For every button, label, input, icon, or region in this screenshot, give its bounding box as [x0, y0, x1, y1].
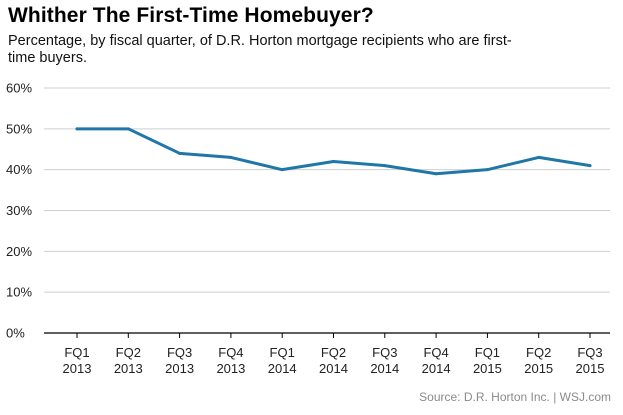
data-point — [537, 155, 541, 159]
chart-subtitle: Percentage, by fiscal quarter, of D.R. H… — [8, 33, 512, 66]
x-tick-label: FQ3 — [372, 345, 397, 360]
x-tick-label: 2013 — [216, 361, 245, 376]
data-point — [126, 127, 130, 131]
x-tick-label: 2013 — [63, 361, 92, 376]
chart-title: Whither The First-Time Homebuyer? — [8, 4, 374, 27]
x-tick-label: 2014 — [370, 361, 399, 376]
gridlines — [44, 87, 610, 334]
x-tick-label: 2015 — [576, 361, 605, 376]
x-tick-label: FQ1 — [64, 345, 89, 360]
x-tick-label: FQ2 — [321, 345, 346, 360]
y-tick-label: 20% — [6, 244, 32, 259]
data-point — [434, 172, 438, 176]
x-tick-label: FQ2 — [116, 345, 141, 360]
x-tick-label: 2013 — [165, 361, 194, 376]
x-tick-label: FQ4 — [423, 345, 448, 360]
x-tick-label: FQ4 — [218, 345, 243, 360]
data-point — [588, 164, 592, 168]
x-tick-label: FQ3 — [577, 345, 602, 360]
data-point — [485, 168, 489, 172]
x-axis-ticks: FQ12013FQ22013FQ32013FQ42013FQ12014FQ220… — [63, 333, 605, 376]
series-line — [75, 127, 592, 176]
data-point — [75, 127, 79, 131]
x-tick-label: FQ2 — [526, 345, 551, 360]
y-tick-label: 60% — [6, 81, 32, 96]
data-point — [332, 160, 335, 163]
y-tick-label: 30% — [6, 203, 32, 218]
x-tick-label: 2013 — [114, 361, 143, 376]
source-note: Source: D.R. Horton Inc. | WSJ.com — [419, 390, 611, 404]
x-tick-label: 2015 — [473, 361, 502, 376]
x-tick-label: 2014 — [422, 361, 451, 376]
y-tick-label: 40% — [6, 162, 32, 177]
y-tick-label: 10% — [6, 285, 32, 300]
x-tick-label: FQ1 — [475, 345, 500, 360]
data-point — [178, 151, 182, 155]
y-tick-label: 50% — [6, 121, 32, 136]
x-tick-label: FQ3 — [167, 345, 192, 360]
x-tick-label: 2015 — [524, 361, 553, 376]
data-point — [383, 164, 387, 168]
x-tick-label: FQ1 — [270, 345, 295, 360]
series-layer — [75, 127, 592, 176]
y-tick-label: 0% — [6, 326, 25, 341]
data-point — [229, 155, 233, 159]
x-tick-label: 2014 — [319, 361, 348, 376]
y-axis-ticks: 0% 10% 20% 30% 40% 50% 60% — [6, 81, 32, 341]
x-tick-label: 2014 — [268, 361, 297, 376]
data-point — [280, 168, 284, 172]
